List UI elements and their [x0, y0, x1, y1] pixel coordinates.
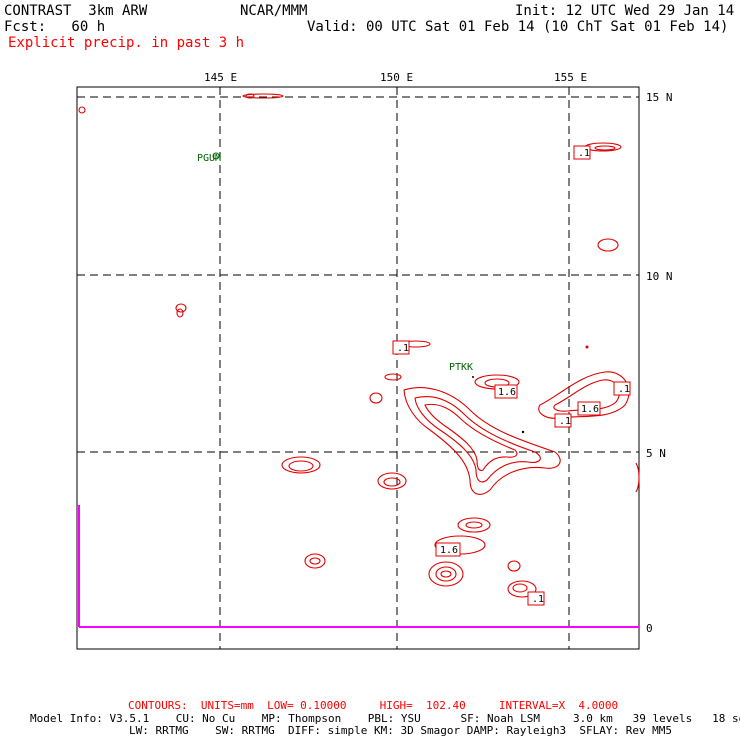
contour-label: 1.6 [577, 401, 601, 416]
station-marker-icon [521, 430, 525, 434]
contour-cell [440, 570, 452, 578]
station-marker-icon [585, 345, 589, 349]
contour-cell [414, 396, 541, 483]
contour-cell [635, 462, 640, 493]
contour-cell [597, 238, 619, 252]
contour-cell [176, 308, 184, 318]
contour-label: 1.6 [494, 384, 518, 399]
svg-text:.1: .1 [397, 343, 409, 354]
contours-info: CONTOURS: UNITS=mm LOW= 0.10000 HIGH= 10… [128, 699, 619, 712]
contour-cell [175, 303, 187, 313]
svg-text:.1: .1 [618, 384, 630, 395]
lat-label-5n: 5 N [646, 447, 666, 460]
contour-cell [377, 472, 407, 490]
field-title: Explicit precip. in past 3 h [8, 35, 245, 51]
lon-label-150e: 150 E [380, 71, 413, 84]
contour-cell [457, 517, 491, 533]
svg-text:.1: .1 [578, 148, 590, 159]
contour-cell [78, 106, 86, 114]
contour-cell [383, 477, 401, 487]
contour-cell [553, 379, 620, 412]
precip-contours [78, 93, 640, 598]
svg-text:.1: .1 [532, 594, 544, 605]
svg-text:.1: .1 [559, 416, 571, 427]
contour-label: .1 [392, 340, 410, 355]
svg-text:1.6: 1.6 [581, 404, 599, 415]
model-info-line2: LW: RRTMG SW: RRTMG DIFF: simple KM: 3D … [129, 724, 673, 737]
contour-cell [281, 456, 321, 474]
organization: NCAR/MMM [240, 3, 308, 19]
contour-cell [465, 521, 483, 529]
contour-cell [435, 566, 457, 582]
contour-cell [304, 553, 326, 569]
contour-cell [242, 93, 284, 99]
contour-cell [384, 373, 402, 381]
contour-label: .1 [613, 381, 631, 396]
contour-cell [507, 580, 537, 598]
model-name: CONTRAST 3km ARW [4, 3, 148, 19]
map-frame [76, 86, 640, 650]
contour-label: .1 [554, 413, 572, 428]
domain-boundary [78, 505, 639, 628]
contour-cell [428, 561, 464, 587]
lat-label-15n: 15 N [646, 91, 673, 104]
contour-cell [403, 387, 561, 495]
svg-text:1.6: 1.6 [440, 545, 458, 556]
contour-cell [288, 460, 314, 472]
valid-time: Valid: 00 UTC Sat 01 Feb 14 (10 ChT Sat … [307, 19, 729, 35]
svg-text:1.6: 1.6 [498, 387, 516, 398]
station-marker-icon [212, 152, 220, 160]
contour-cell [512, 583, 528, 593]
lon-label-155e: 155 E [554, 71, 587, 84]
contour-label: 1.6 [435, 542, 461, 557]
forecast-hour: Fcst: 60 h [4, 19, 106, 35]
contour-cell [309, 557, 321, 565]
station-label-pgum: PGUM [197, 153, 221, 164]
contour-cell [369, 392, 383, 404]
contour-cell [245, 93, 255, 99]
contour-cell [424, 403, 518, 471]
contour-label: .1 [573, 145, 591, 160]
lat-label-10n: 10 N [646, 270, 673, 283]
station-marker-icon [472, 376, 474, 378]
station-label-ptkk: PTKK [449, 362, 473, 373]
lat-label-0: 0 [646, 622, 653, 635]
contour-label: .1 [527, 591, 545, 606]
contour-cell [594, 145, 616, 151]
graticule [77, 87, 639, 649]
contour-cell [507, 560, 521, 572]
model-info-line1: Model Info: V3.5.1 CU: No Cu MP: Thompso… [30, 712, 740, 725]
contour-cell [538, 371, 630, 419]
init-time: Init: 12 UTC Wed 29 Jan 14 [515, 3, 735, 19]
lon-label-145e: 145 E [204, 71, 237, 84]
